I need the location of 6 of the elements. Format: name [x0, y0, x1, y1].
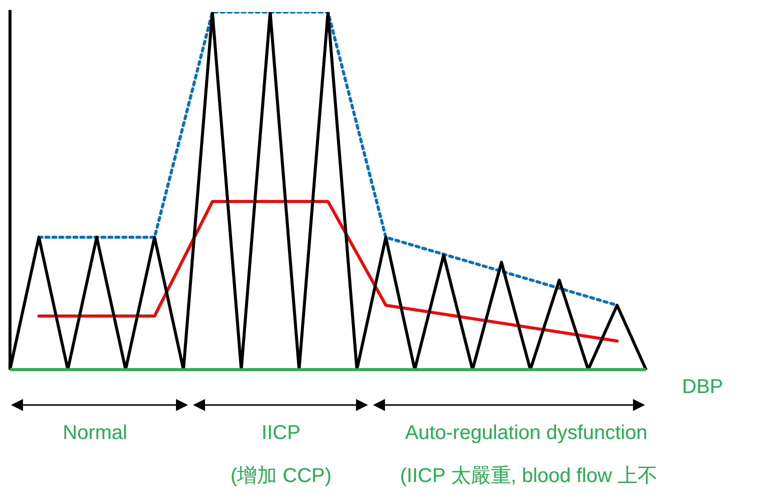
text: IICP [262, 422, 300, 445]
text: (IICP 太嚴重, blood flow 上不 [400, 464, 658, 489]
text: (增加 CCP) [230, 464, 332, 489]
text: Normal [62, 422, 128, 445]
x-axis-title: DBP [682, 376, 724, 399]
text: Auto-regulation dysfunction [405, 422, 648, 445]
